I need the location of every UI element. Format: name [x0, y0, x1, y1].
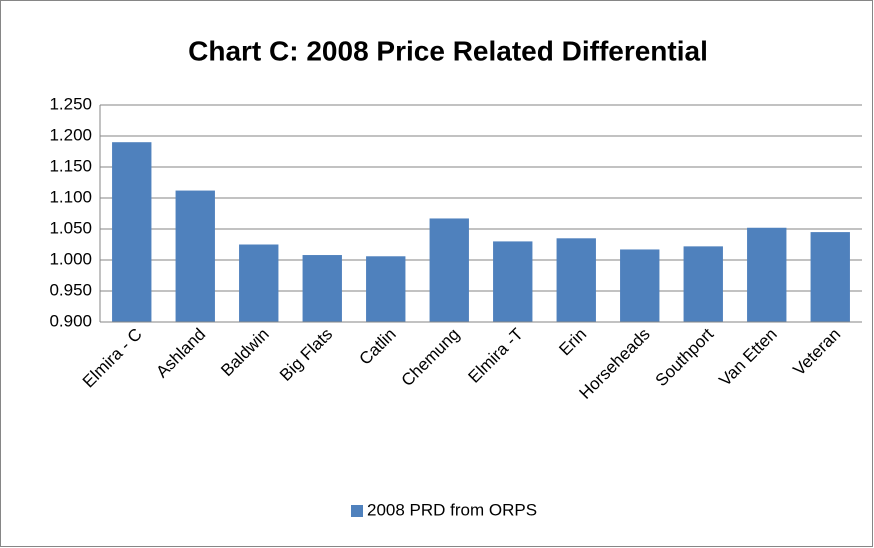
legend-swatch [351, 505, 363, 517]
bar [620, 249, 660, 322]
y-tick-label: 0.950 [49, 280, 92, 299]
bar [239, 244, 279, 322]
bar [175, 190, 215, 322]
bar [556, 238, 596, 322]
chart-title: Chart C: 2008 Price Related Differential [188, 35, 708, 66]
y-tick-label: 1.050 [49, 218, 92, 237]
y-tick-label: 1.100 [49, 187, 92, 206]
bar [810, 232, 850, 322]
bar [429, 218, 469, 322]
bar [112, 142, 152, 322]
y-tick-label: 1.150 [49, 156, 92, 175]
y-tick-label: 0.900 [49, 311, 92, 330]
y-tick-label: 1.250 [49, 94, 92, 113]
bar [302, 255, 342, 322]
legend-label: 2008 PRD from ORPS [367, 500, 537, 519]
bar [747, 227, 787, 322]
bar [683, 246, 723, 322]
y-tick-label: 1.000 [49, 249, 92, 268]
bar [366, 256, 406, 322]
y-tick-label: 1.200 [49, 125, 92, 144]
bar [493, 241, 533, 322]
